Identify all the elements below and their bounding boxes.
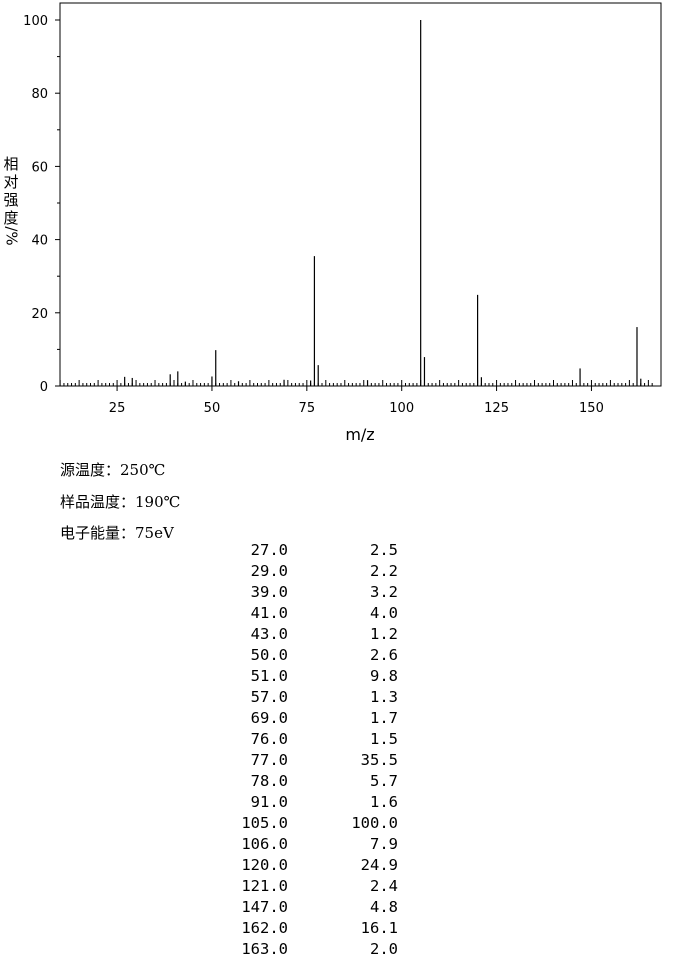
mz-value: 29.0 <box>250 562 288 580</box>
spectrum-peaks <box>124 20 642 386</box>
intensity-value: 2.4 <box>370 877 398 895</box>
source-temperature: 源温度：250℃ <box>60 459 165 480</box>
table-row: 105.0 100.0 <box>200 813 398 834</box>
y-axis-unit: /% <box>2 226 21 246</box>
mz-value: 78.0 <box>250 772 288 790</box>
table-row: 29.0 2.2 <box>200 561 398 582</box>
table-row: 50.0 2.6 <box>200 645 398 666</box>
table-row: 163.0 2.0 <box>200 939 398 960</box>
sample-temperature: 样品温度：190℃ <box>60 491 180 512</box>
intensity-value: 2.6 <box>370 646 398 664</box>
intensity-value: 24.9 <box>360 856 398 874</box>
mz-value: 69.0 <box>250 709 288 727</box>
y-tick-label: 60 <box>31 160 48 175</box>
table-row: 77.0 35.5 <box>200 750 398 771</box>
x-minor-ticks <box>59 380 653 386</box>
mz-value: 105.0 <box>241 814 288 832</box>
peak-list-table: 27.0 2.5 29.0 2.2 39.0 3.2 41.0 4.0 43.0 1.2 50.0 2… <box>200 540 398 960</box>
intensity-value: 2.2 <box>370 562 398 580</box>
table-row: 147.0 4.8 <box>200 897 398 918</box>
table-row: 39.0 3.2 <box>200 582 398 603</box>
y-tick-label: 0 <box>40 380 48 395</box>
x-tick-label: 75 <box>299 401 316 416</box>
mz-value: 147.0 <box>241 898 288 916</box>
y-axis-ticks: 0 20 40 60 80 100 <box>23 14 60 395</box>
x-axis-title: m/z <box>345 425 374 444</box>
x-tick-label: 25 <box>109 401 126 416</box>
table-row: 120.0 24.9 <box>200 855 398 876</box>
y-axis-title-char: 强 <box>3 191 19 209</box>
x-tick-label: 50 <box>204 401 221 416</box>
intensity-value: 2.0 <box>370 940 398 958</box>
x-axis-ticks: 25 50 75 100 125 150 <box>109 386 604 416</box>
sample-temperature-label: 样品温度： <box>60 493 136 511</box>
sample-temperature-value: 190℃ <box>135 493 181 511</box>
intensity-value: 4.8 <box>370 898 398 916</box>
mz-value: 51.0 <box>250 667 288 685</box>
mz-value: 57.0 <box>250 688 288 706</box>
mz-value: 106.0 <box>241 835 288 853</box>
intensity-value: 1.2 <box>370 625 398 643</box>
mz-value: 50.0 <box>250 646 288 664</box>
table-row: 78.0 5.7 <box>200 771 398 792</box>
mz-value: 163.0 <box>241 940 288 958</box>
y-tick-label: 100 <box>23 14 48 29</box>
intensity-value: 4.0 <box>370 604 398 622</box>
y-axis-title-char: 度 <box>3 209 19 227</box>
electron-energy-value: 75eV <box>135 524 174 542</box>
x-tick-label: 125 <box>484 401 509 416</box>
table-row: 51.0 9.8 <box>200 666 398 687</box>
mz-value: 41.0 <box>250 604 288 622</box>
table-row: 69.0 1.7 <box>200 708 398 729</box>
intensity-value: 100.0 <box>351 814 398 832</box>
intensity-value: 5.7 <box>370 772 398 790</box>
intensity-value: 16.1 <box>360 919 398 937</box>
y-axis-title-char: 对 <box>3 173 19 191</box>
source-temperature-value: 250℃ <box>120 461 166 479</box>
intensity-value: 3.2 <box>370 583 398 601</box>
y-tick-label: 40 <box>31 234 48 249</box>
table-row: 27.0 2.5 <box>200 540 398 561</box>
plot-frame <box>59 2 662 387</box>
mz-value: 76.0 <box>250 730 288 748</box>
y-tick-label: 20 <box>31 307 48 322</box>
intensity-value: 7.9 <box>370 835 398 853</box>
x-tick-label: 150 <box>579 401 604 416</box>
mz-value: 43.0 <box>250 625 288 643</box>
intensity-value: 1.7 <box>370 709 398 727</box>
mz-value: 121.0 <box>241 877 288 895</box>
table-row: 106.0 7.9 <box>200 834 398 855</box>
electron-energy-label: 电子能量： <box>60 524 136 542</box>
y-axis-title-char: 相 <box>3 155 19 173</box>
intensity-value: 1.5 <box>370 730 398 748</box>
table-row: 41.0 4.0 <box>200 603 398 624</box>
y-tick-label: 80 <box>31 87 48 102</box>
intensity-value: 1.6 <box>370 793 398 811</box>
intensity-value: 35.5 <box>360 751 398 769</box>
mz-value: 39.0 <box>250 583 288 601</box>
electron-energy: 电子能量：75eV <box>60 522 174 543</box>
intensity-value: 2.5 <box>370 541 398 559</box>
table-row: 57.0 1.3 <box>200 687 398 708</box>
intensity-value: 9.8 <box>370 667 398 685</box>
mz-value: 77.0 <box>250 751 288 769</box>
table-row: 121.0 2.4 <box>200 876 398 897</box>
mz-value: 162.0 <box>241 919 288 937</box>
mz-value: 27.0 <box>250 541 288 559</box>
table-row: 43.0 1.2 <box>200 624 398 645</box>
intensity-value: 1.3 <box>370 688 398 706</box>
table-row: 162.0 16.1 <box>200 918 398 939</box>
x-tick-label: 100 <box>389 401 414 416</box>
source-temperature-label: 源温度： <box>60 461 121 479</box>
mz-value: 120.0 <box>241 856 288 874</box>
y-axis-title: 相 对 强 度 /% <box>2 155 21 246</box>
table-row: 76.0 1.5 <box>200 729 398 750</box>
mass-spectrum-chart: 25 50 75 100 125 150 0 20 40 60 80 100 m/z <box>23 2 662 444</box>
mz-value: 91.0 <box>250 793 288 811</box>
table-row: 91.0 1.6 <box>200 792 398 813</box>
